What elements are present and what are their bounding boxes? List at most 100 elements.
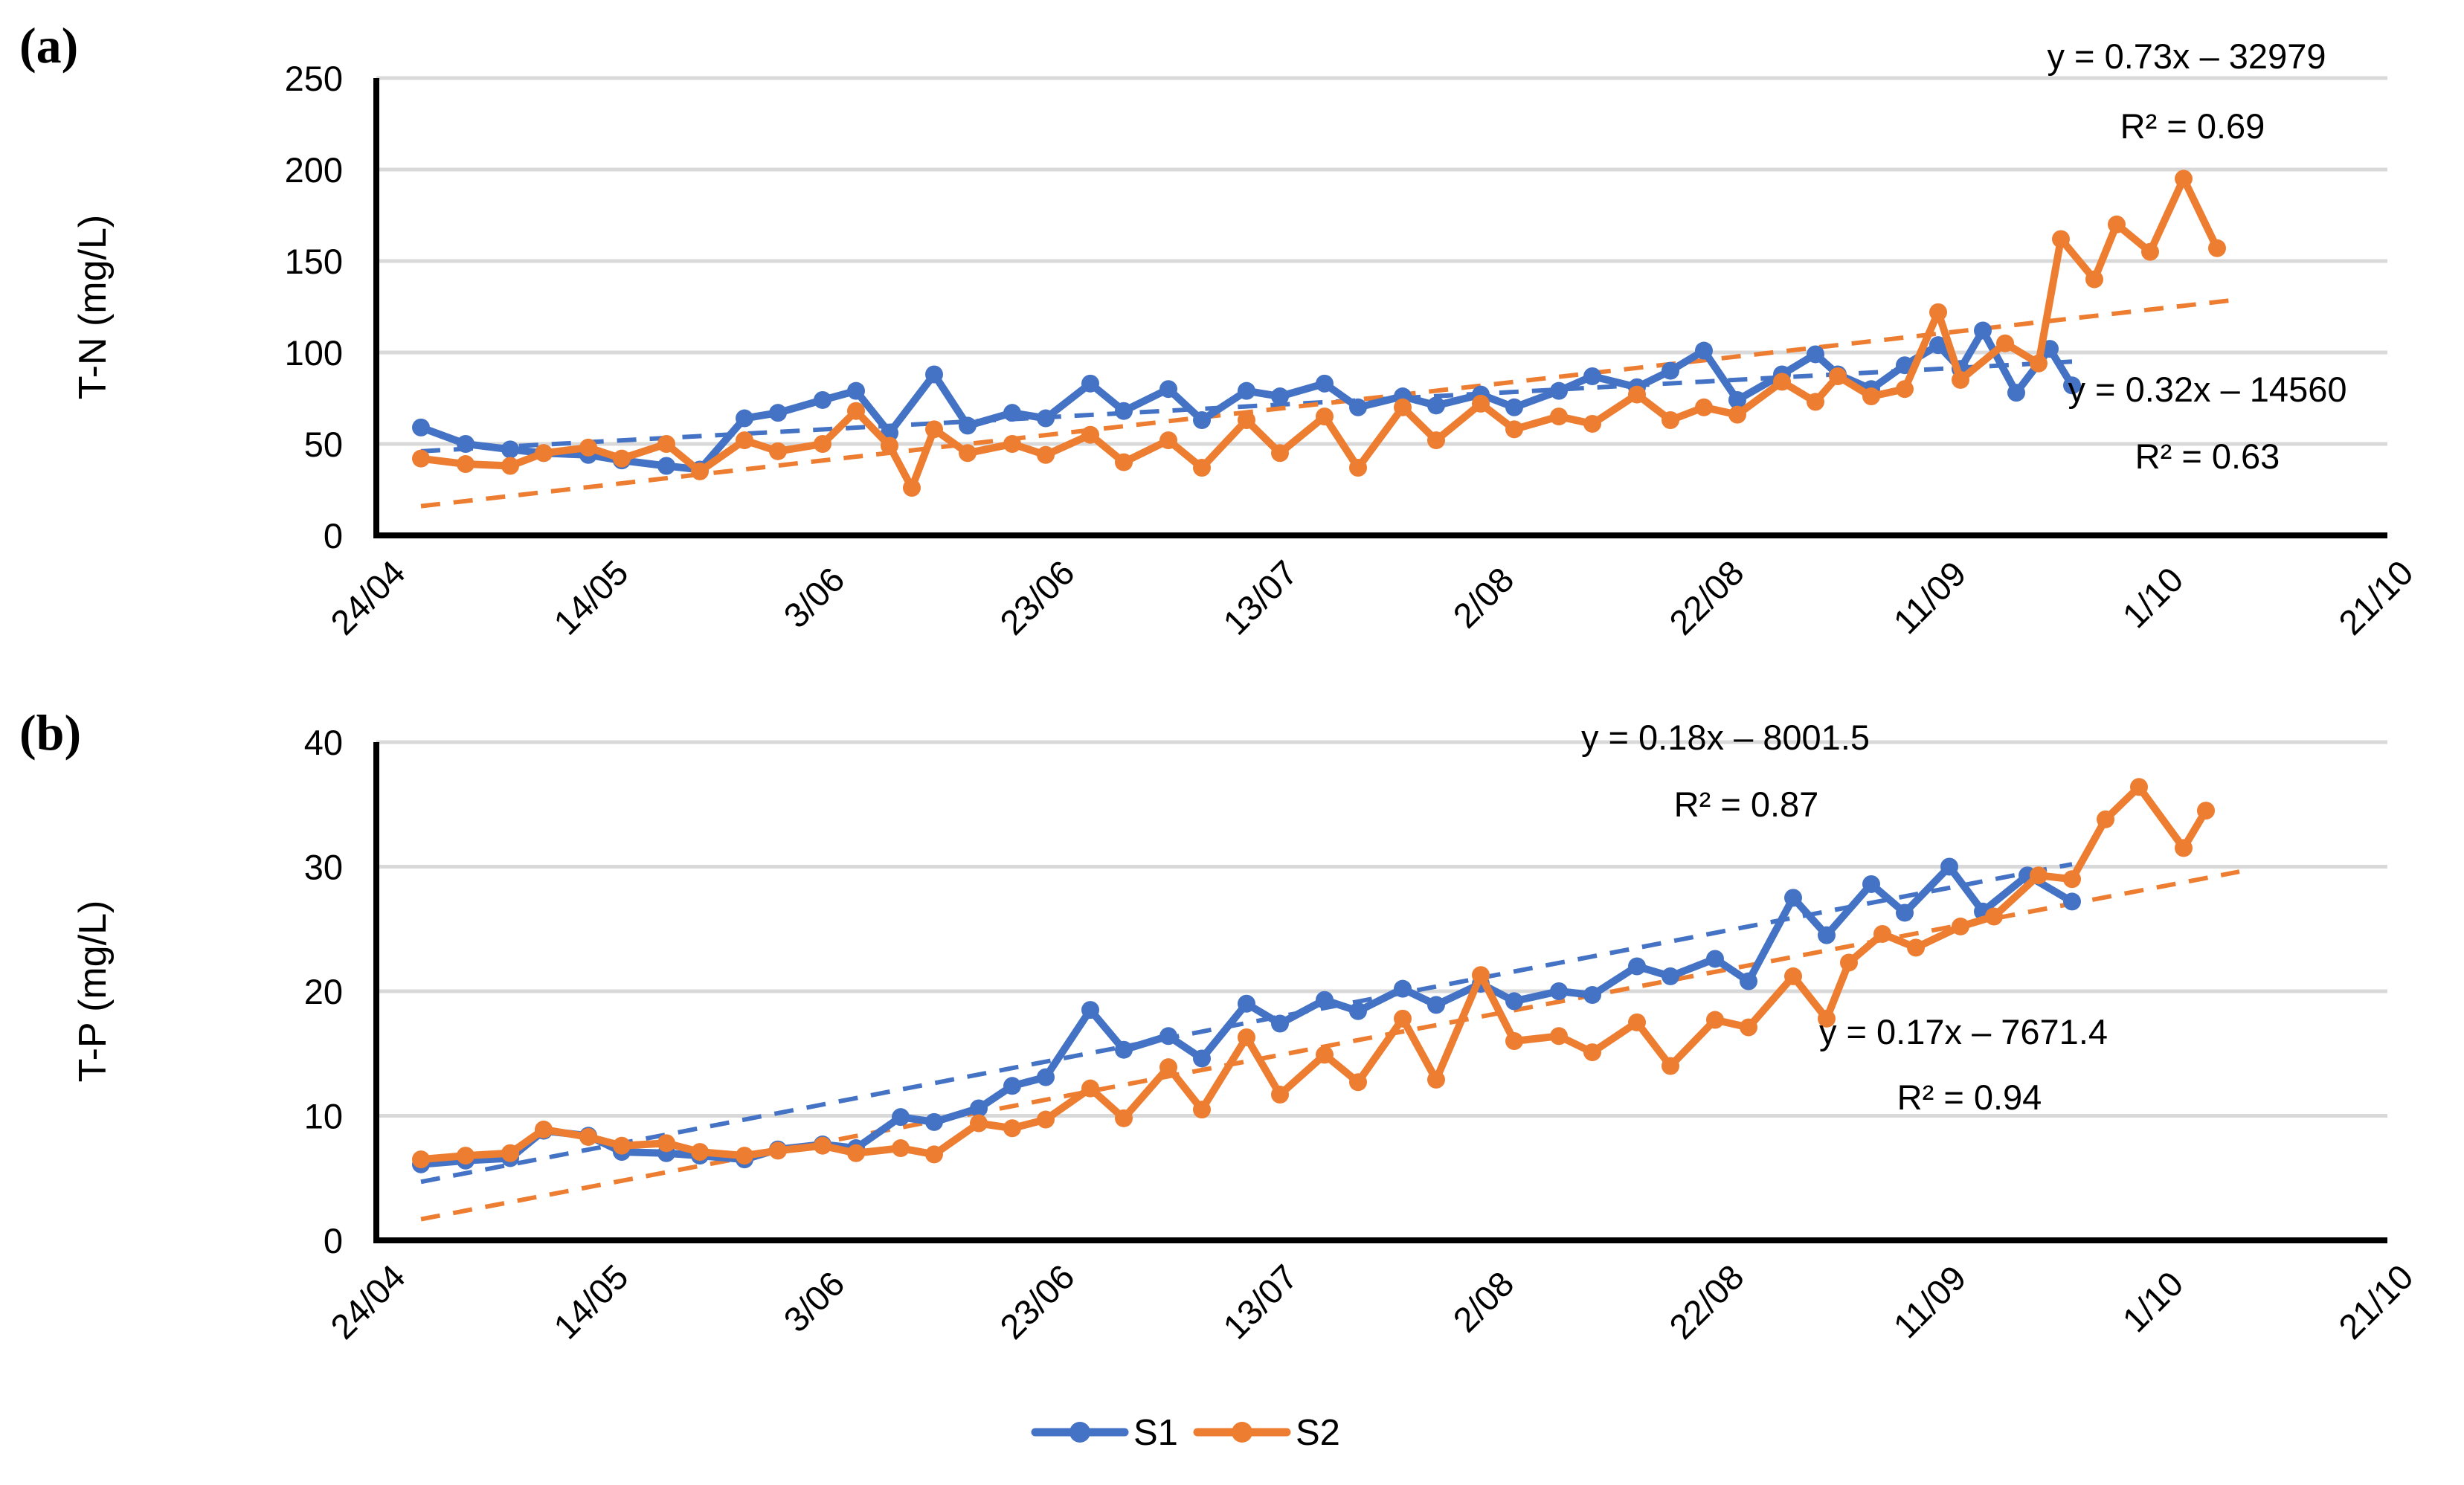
data-point-a-s2-17 <box>1037 445 1055 464</box>
data-point-b-s1-28 <box>1505 992 1523 1011</box>
data-point-a-s2-34 <box>1695 398 1713 416</box>
data-point-b-s1-23 <box>1316 990 1334 1009</box>
data-point-a-s2-40 <box>1896 380 1914 399</box>
data-point-a-s2-1 <box>457 455 475 474</box>
x-tick-label-a-21-10: 21/10 <box>2331 553 2421 642</box>
data-point-a-s1-1 <box>457 435 475 453</box>
data-point-a-s1-34 <box>1728 390 1746 409</box>
y-tick-label-a-100: 100 <box>285 333 343 373</box>
data-point-a-s2-6 <box>657 435 675 453</box>
gridline-layer <box>376 76 2387 1118</box>
data-point-a-s1-6 <box>657 457 675 475</box>
x-tick-label-a-3-06: 3/06 <box>776 559 852 635</box>
data-point-b-s2-47 <box>2197 802 2215 820</box>
data-point-a-s2-15 <box>959 444 977 463</box>
data-point-a-s1-13 <box>925 365 943 384</box>
y-tick-label-a-0: 0 <box>324 516 343 555</box>
data-point-a-s1-10 <box>814 390 831 409</box>
x-tick-label-b-24-04: 24/04 <box>323 1257 413 1347</box>
data-point-a-s2-19 <box>1115 453 1133 471</box>
data-point-b-s2-2 <box>501 1144 519 1162</box>
data-point-a-s2-44 <box>2030 354 2048 373</box>
x-tick-label-a-14-05: 14/05 <box>546 553 636 642</box>
data-point-a-s1-21 <box>1238 381 1255 400</box>
x-tick-label-b-14-05: 14/05 <box>546 1257 636 1347</box>
data-point-a-s2-28 <box>1472 394 1490 413</box>
data-point-a-s2-47 <box>2108 215 2126 233</box>
data-point-b-s2-9 <box>769 1141 787 1160</box>
data-point-b-s1-22 <box>1271 1014 1289 1033</box>
data-point-b-s2-42 <box>2030 866 2048 885</box>
data-point-b-s1-39 <box>1940 857 1958 876</box>
y-tick-label-a-150: 150 <box>285 242 343 281</box>
data-point-b-s2-5 <box>613 1136 631 1155</box>
data-point-a-s2-0 <box>412 449 430 468</box>
x-tick-label-b-3-06: 3/06 <box>776 1263 852 1339</box>
x-tick-label-a-11-09: 11/09 <box>1885 553 1973 641</box>
data-point-a-s2-43 <box>1996 334 2014 352</box>
data-point-a-s2-12 <box>881 437 898 455</box>
data-point-b-s1-24 <box>1349 1002 1367 1020</box>
data-point-a-s2-37 <box>1807 393 1824 411</box>
x-tick-label-b-23-06: 23/06 <box>992 1257 1082 1347</box>
legend: S1 S2 <box>1031 1413 1340 1453</box>
y-tick-label-b-40: 40 <box>304 723 343 762</box>
data-point-b-s1-26 <box>1427 996 1445 1014</box>
data-point-a-s1-18 <box>1115 402 1133 420</box>
data-point-b-s1-19 <box>1159 1027 1177 1046</box>
data-point-b-s2-16 <box>1037 1110 1055 1129</box>
data-point-a-s2-11 <box>847 402 865 420</box>
data-point-b-s2-40 <box>1952 917 1969 935</box>
data-point-a-s2-50 <box>2208 239 2226 257</box>
data-point-b-s2-17 <box>1081 1079 1099 1098</box>
data-point-b-s2-32 <box>1662 1057 1679 1075</box>
series-line-a-s2 <box>417 175 2221 492</box>
data-point-b-s1-12 <box>892 1108 910 1127</box>
data-point-a-s2-41 <box>1929 303 1947 321</box>
x-tick-label-b-1-10: 1/10 <box>2114 1263 2190 1339</box>
data-point-b-s2-19 <box>1159 1058 1177 1077</box>
axes-layer <box>373 78 2387 1243</box>
data-point-b-s2-14 <box>970 1114 988 1133</box>
data-point-a-s2-13 <box>903 479 921 497</box>
data-point-a-s2-36 <box>1773 373 1791 391</box>
trendline-a-s1 <box>420 359 2073 454</box>
data-point-a-s2-39 <box>1862 387 1880 406</box>
data-point-b-s1-33 <box>1706 950 1724 968</box>
y-tick-label-a-200: 200 <box>285 150 343 190</box>
data-point-a-s1-0 <box>412 418 430 437</box>
data-point-b-s2-27 <box>1472 966 1490 985</box>
data-point-a-s1-33 <box>1695 341 1713 360</box>
data-point-b-s2-29 <box>1550 1027 1568 1046</box>
data-point-b-s1-20 <box>1193 1049 1211 1068</box>
data-point-b-s2-15 <box>1003 1119 1021 1138</box>
data-point-a-s2-29 <box>1505 420 1523 439</box>
data-point-a-s2-46 <box>2085 270 2103 289</box>
data-point-a-s2-42 <box>1952 370 1969 389</box>
data-point-a-s2-16 <box>1003 435 1021 453</box>
data-point-b-s2-13 <box>925 1145 943 1164</box>
data-point-a-s2-3 <box>535 444 553 463</box>
data-point-a-s1-20 <box>1193 411 1211 430</box>
y-tick-label-b-20: 20 <box>304 972 343 1011</box>
data-point-a-s2-35 <box>1728 405 1746 424</box>
y-tick-label-b-30: 30 <box>304 848 343 887</box>
data-point-b-s1-32 <box>1662 967 1679 985</box>
legend-marker-s2 <box>1232 1422 1252 1443</box>
x-tick-label-a-22-08: 22/08 <box>1662 553 1752 642</box>
data-point-b-s1-21 <box>1238 994 1255 1013</box>
data-point-a-s2-20 <box>1159 431 1177 450</box>
data-point-a-s1-11 <box>847 381 865 400</box>
data-point-b-s2-22 <box>1271 1086 1289 1104</box>
data-point-b-s2-10 <box>814 1136 831 1155</box>
x-tick-label-a-1-10: 1/10 <box>2114 559 2190 635</box>
panel-a-s2-trend-equation: y = 0.73x – 32979 <box>2048 36 2326 76</box>
data-point-a-s2-30 <box>1550 408 1568 426</box>
trendline-a-s2 <box>420 297 2240 509</box>
x-tick-label-b-22-08: 22/08 <box>1662 1257 1752 1347</box>
data-point-b-s2-37 <box>1840 953 1858 972</box>
data-point-b-s1-36 <box>1818 926 1836 944</box>
x-tick-label-a-24-04: 24/04 <box>323 553 413 642</box>
data-point-a-s2-5 <box>613 449 631 468</box>
